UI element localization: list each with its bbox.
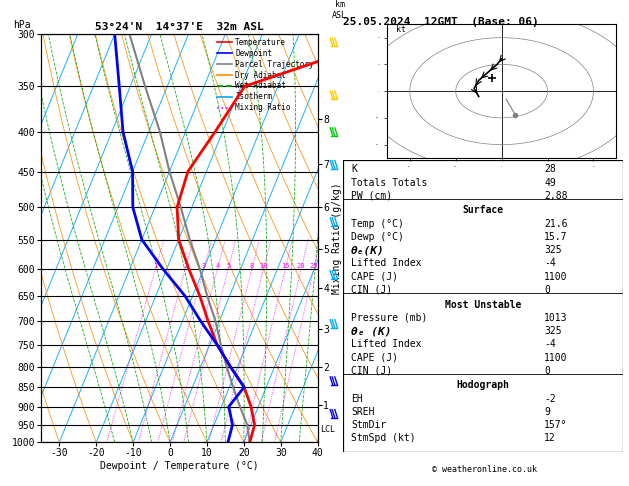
Text: PW (cm): PW (cm) xyxy=(351,191,392,201)
Text: 1100: 1100 xyxy=(544,352,568,363)
Text: 2: 2 xyxy=(183,263,187,269)
Text: 0: 0 xyxy=(544,366,550,376)
Text: 325: 325 xyxy=(544,326,562,336)
Text: 9: 9 xyxy=(544,407,550,417)
Text: hPa: hPa xyxy=(13,20,31,30)
Text: -2: -2 xyxy=(544,394,556,404)
Text: 2.88: 2.88 xyxy=(544,191,568,201)
Text: Pressure (mb): Pressure (mb) xyxy=(351,313,428,323)
Text: 21.6: 21.6 xyxy=(544,219,568,229)
Text: -4: -4 xyxy=(544,259,556,268)
Title: 53°24'N  14°37'E  32m ASL: 53°24'N 14°37'E 32m ASL xyxy=(95,22,264,32)
Text: 49: 49 xyxy=(544,177,556,188)
Text: -4: -4 xyxy=(544,339,556,349)
Text: kt: kt xyxy=(396,25,406,35)
Text: 5: 5 xyxy=(226,263,230,269)
Text: 15: 15 xyxy=(281,263,289,269)
Text: θₑ(K): θₑ(K) xyxy=(351,245,385,255)
Text: StmSpd (kt): StmSpd (kt) xyxy=(351,434,416,443)
Text: Most Unstable: Most Unstable xyxy=(445,299,521,310)
Text: CAPE (J): CAPE (J) xyxy=(351,272,398,282)
Text: 157°: 157° xyxy=(544,420,568,430)
Legend: Temperature, Dewpoint, Parcel Trajectory, Dry Adiabat, Wet Adiabat, Isotherm, Mi: Temperature, Dewpoint, Parcel Trajectory… xyxy=(217,38,314,112)
Text: Temp (°C): Temp (°C) xyxy=(351,219,404,229)
Text: 1013: 1013 xyxy=(544,313,568,323)
Text: Surface: Surface xyxy=(462,206,503,215)
Text: EH: EH xyxy=(351,394,363,404)
Text: km
ASL: km ASL xyxy=(332,0,347,20)
Text: Totals Totals: Totals Totals xyxy=(351,177,428,188)
Text: 325: 325 xyxy=(544,245,562,255)
Text: K: K xyxy=(351,164,357,174)
Text: 15.7: 15.7 xyxy=(544,232,568,242)
Text: 8: 8 xyxy=(250,263,254,269)
Y-axis label: Mixing Ratio (g/kg): Mixing Ratio (g/kg) xyxy=(332,182,342,294)
Text: CAPE (J): CAPE (J) xyxy=(351,352,398,363)
Text: © weatheronline.co.uk: © weatheronline.co.uk xyxy=(432,465,537,474)
Text: 28: 28 xyxy=(544,164,556,174)
Text: 25: 25 xyxy=(309,263,318,269)
Text: 4: 4 xyxy=(215,263,220,269)
Text: θₑ (K): θₑ (K) xyxy=(351,326,392,336)
Text: SREH: SREH xyxy=(351,407,375,417)
Text: 0: 0 xyxy=(544,285,550,295)
Text: Lifted Index: Lifted Index xyxy=(351,339,421,349)
Text: CIN (J): CIN (J) xyxy=(351,285,392,295)
Text: 1100: 1100 xyxy=(544,272,568,282)
Text: StmDir: StmDir xyxy=(351,420,386,430)
Text: 20: 20 xyxy=(297,263,306,269)
Text: 3: 3 xyxy=(202,263,206,269)
Text: 10: 10 xyxy=(259,263,268,269)
Text: 12: 12 xyxy=(544,434,556,443)
Text: Lifted Index: Lifted Index xyxy=(351,259,421,268)
Text: 25.05.2024  12GMT  (Base: 06): 25.05.2024 12GMT (Base: 06) xyxy=(343,17,538,27)
Text: LCL: LCL xyxy=(320,425,335,434)
Text: CIN (J): CIN (J) xyxy=(351,366,392,376)
Text: Hodograph: Hodograph xyxy=(456,381,509,390)
X-axis label: Dewpoint / Temperature (°C): Dewpoint / Temperature (°C) xyxy=(100,461,259,470)
Text: Dewp (°C): Dewp (°C) xyxy=(351,232,404,242)
Text: 1: 1 xyxy=(153,263,157,269)
